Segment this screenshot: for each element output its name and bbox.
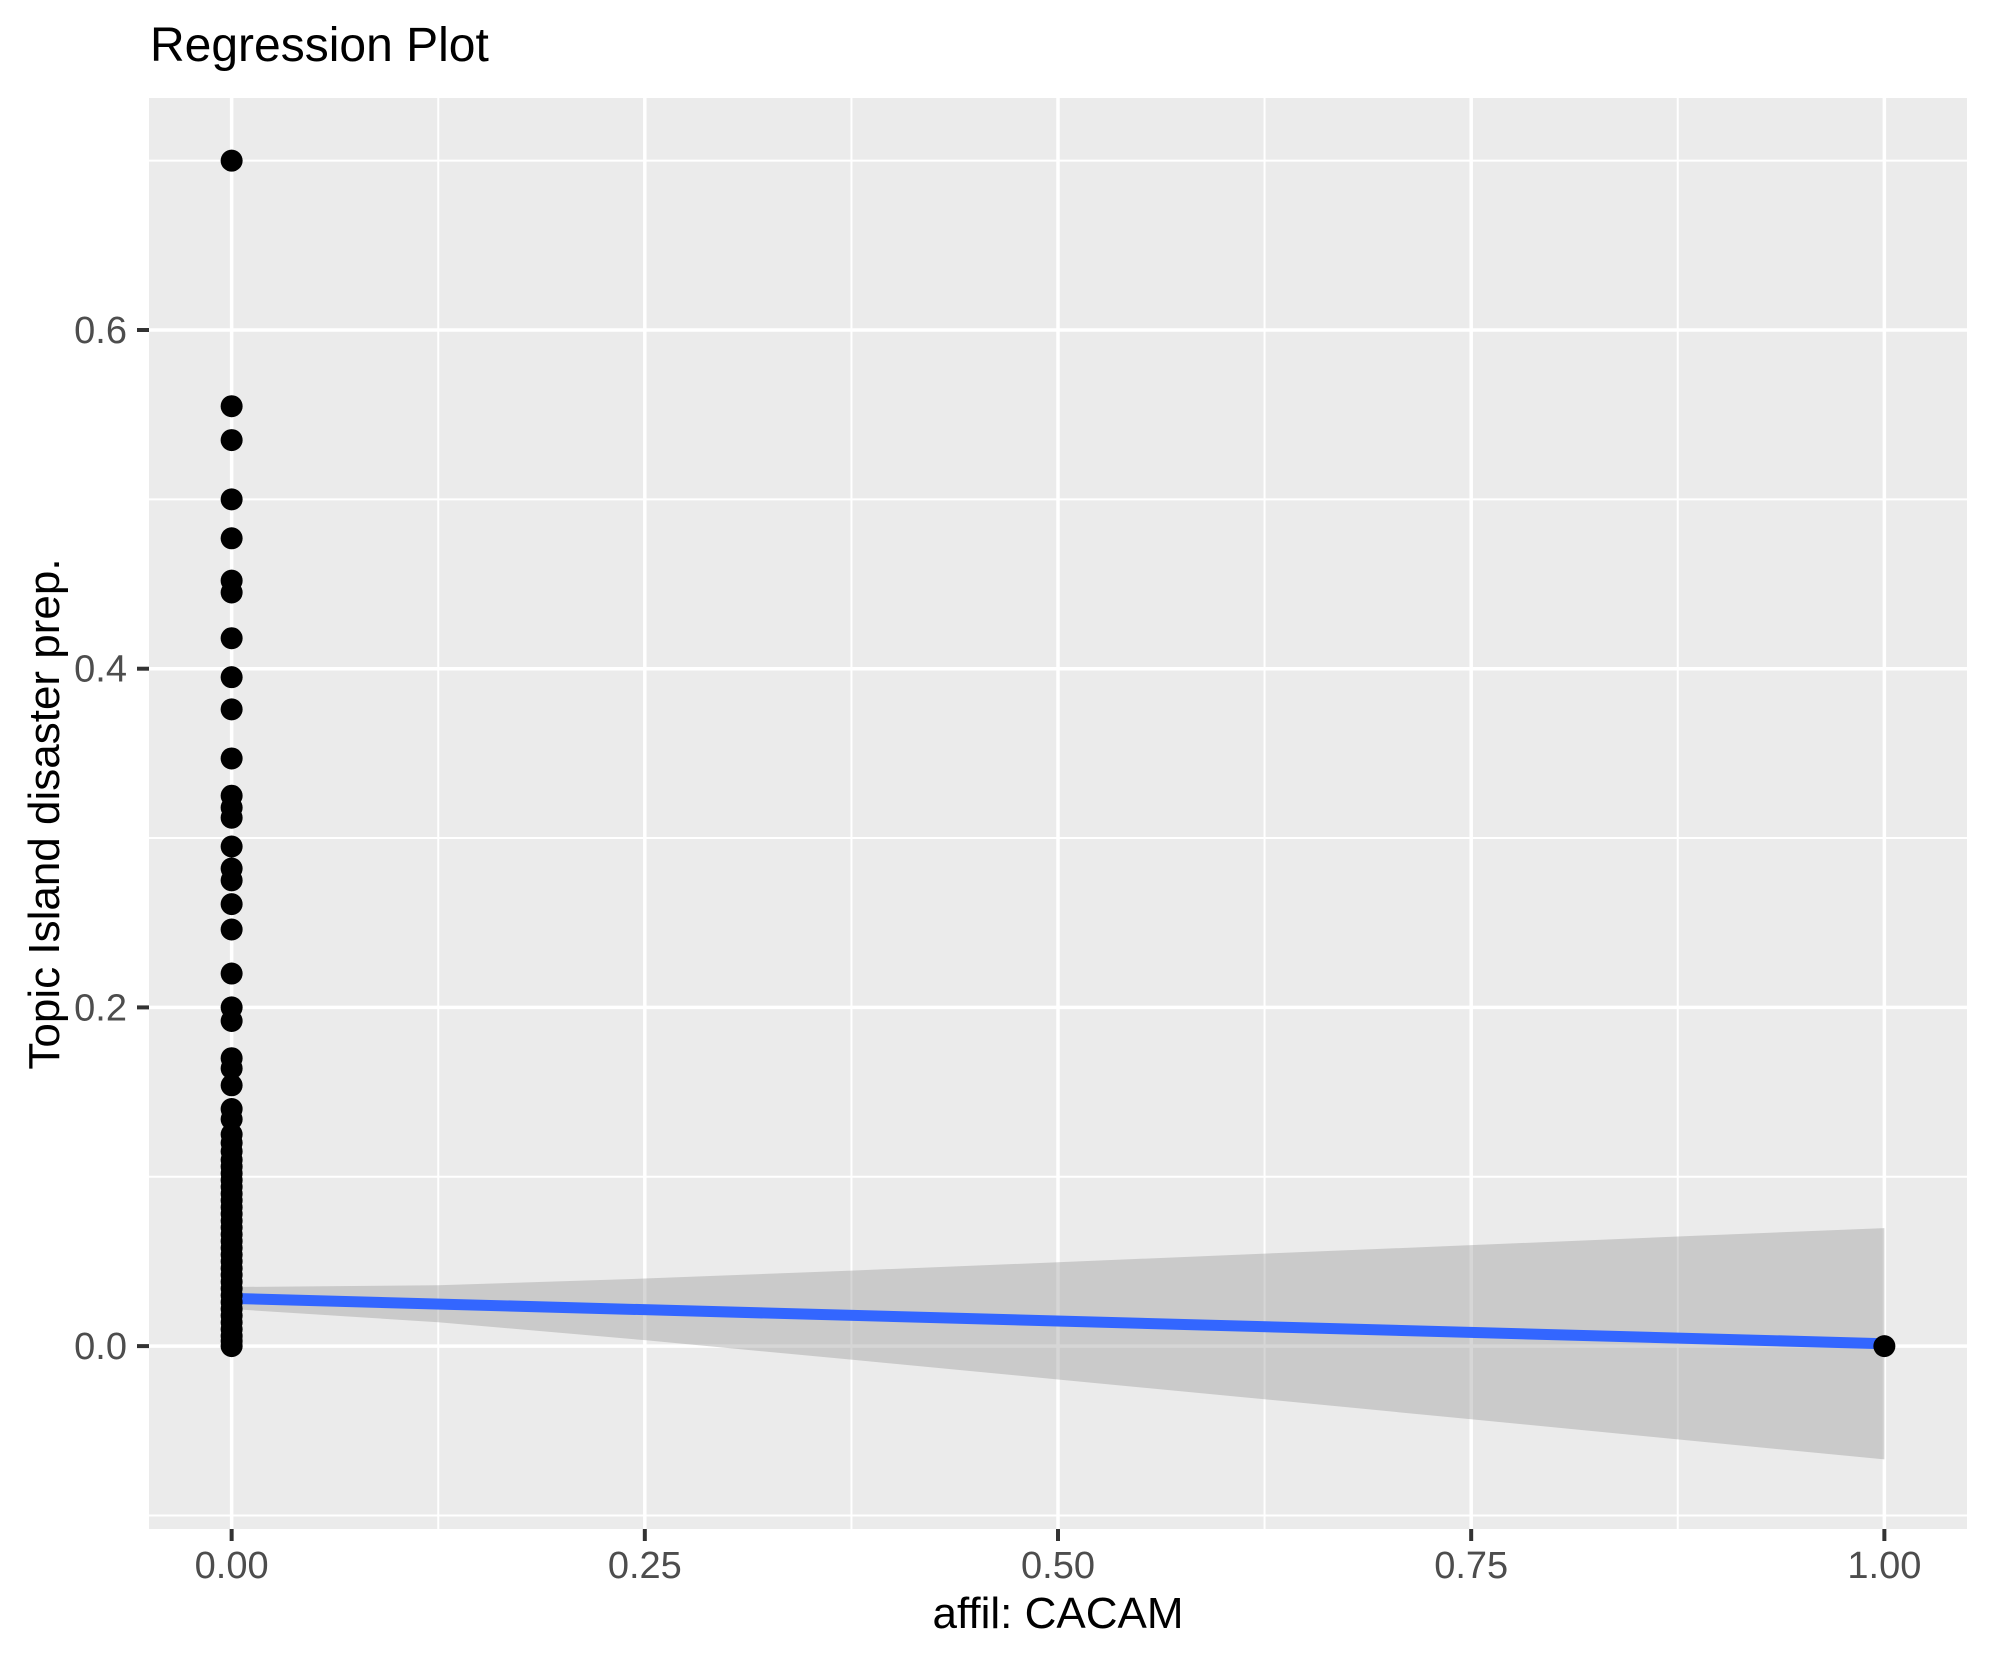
data-point [220,806,243,829]
data-point [1873,1335,1896,1358]
plot-title: Regression Plot [150,19,489,72]
data-point [220,893,243,916]
data-point [220,666,243,689]
data-point [220,1335,243,1358]
data-point [220,488,243,511]
data-point [220,627,243,650]
x-tick-label: 0.75 [1434,1545,1508,1587]
y-axis-title: Topic Island disaster prep. [20,558,69,1070]
data-point [220,149,243,172]
data-point [220,581,243,604]
y-tick-label: 0.2 [74,987,127,1029]
data-point [220,698,243,721]
data-point [220,1108,243,1131]
data-point [220,747,243,770]
x-tick-label: 0.50 [1021,1545,1095,1587]
regression-line [231,1292,1885,1350]
y-tick-label: 0.0 [74,1326,127,1368]
y-tick-label: 0.6 [74,310,127,352]
data-point [220,835,243,858]
data-point [220,1057,243,1080]
data-point [220,395,243,418]
data-point [220,1009,243,1032]
confidence-ribbon [231,1228,1885,1460]
data-point [220,962,243,985]
data-point [220,869,243,892]
y-tick-label: 0.4 [74,649,127,691]
x-tick-label: 0.25 [608,1545,682,1587]
data-point [220,918,243,941]
data-point [220,429,243,452]
x-axis-title: affil: CACAM [932,1589,1184,1638]
x-tick-label: 1.00 [1847,1545,1921,1587]
x-tick-label: 0.00 [195,1545,269,1587]
data-point [220,527,243,550]
data-point [220,1074,243,1097]
